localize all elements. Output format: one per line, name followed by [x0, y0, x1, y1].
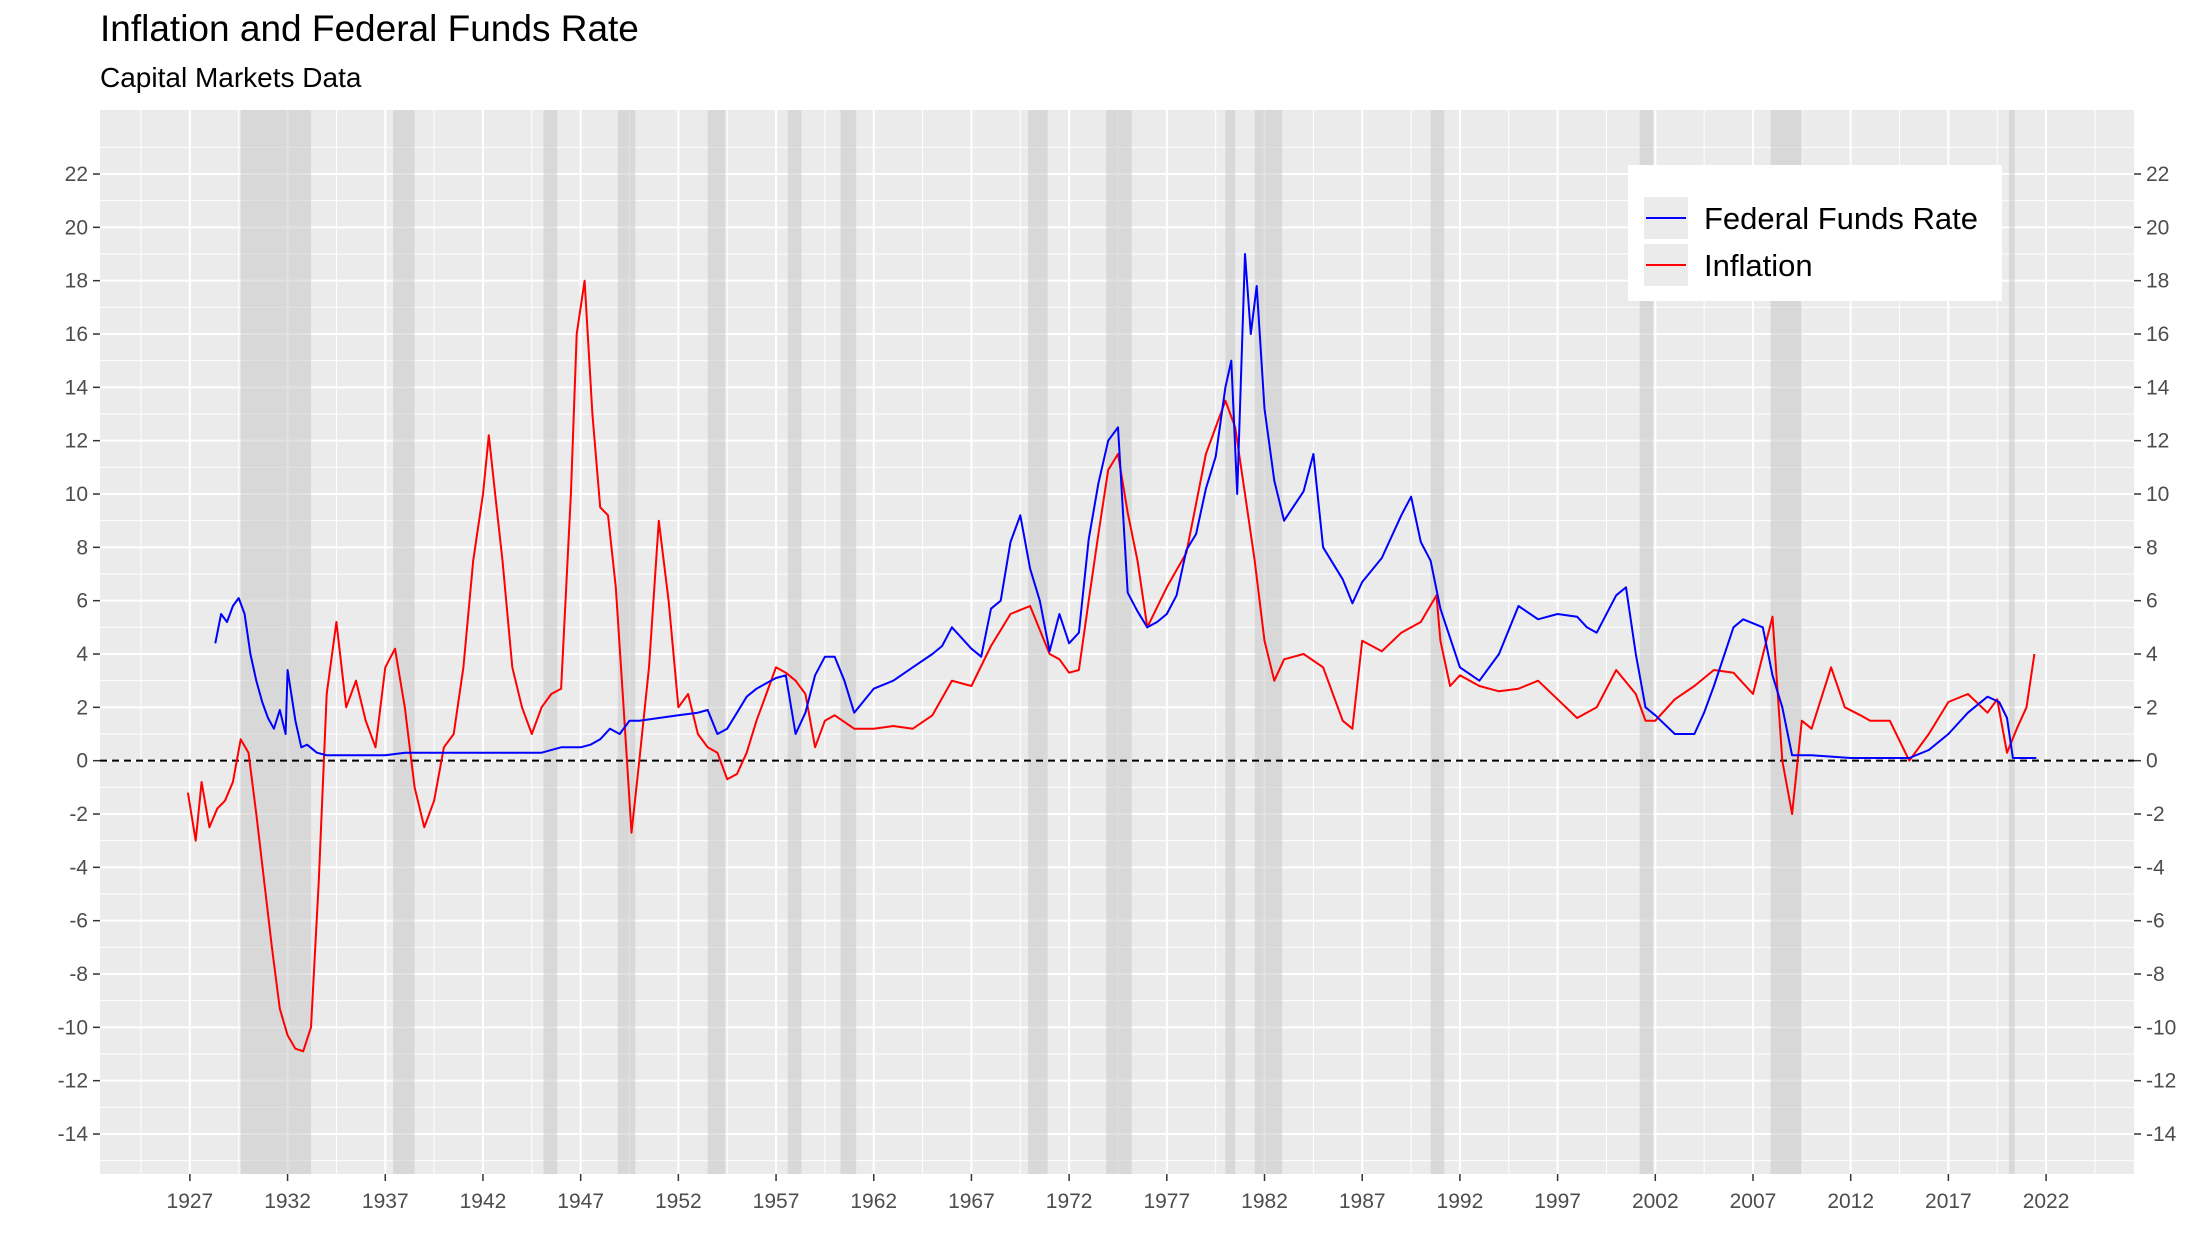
y-tick-label-left: 0	[76, 750, 88, 773]
x-tick-label: 2007	[1730, 1190, 1777, 1213]
x-tick-label: 1932	[264, 1190, 311, 1213]
y-tick-label-left: 18	[65, 270, 88, 293]
x-tick-label: 1927	[167, 1190, 214, 1213]
y-tick-label-right: 18	[2146, 270, 2169, 293]
x-tick-label: 1967	[948, 1190, 995, 1213]
y-tick-label-right: 12	[2146, 430, 2169, 453]
chart-subtitle: Capital Markets Data	[100, 62, 362, 93]
x-tick-label: 1942	[460, 1190, 507, 1213]
y-tick-label-right: 22	[2146, 163, 2169, 186]
y-tick-label-left: -2	[69, 803, 88, 826]
y-tick-label-right: -10	[2146, 1016, 2176, 1039]
y-tick-label-right: -8	[2146, 963, 2165, 986]
y-tick-label-left: 20	[65, 216, 88, 239]
y-tick-label-left: 12	[65, 430, 88, 453]
x-tick-label: 1982	[1241, 1190, 1288, 1213]
y-tick-label-left: -4	[69, 856, 88, 879]
recession-bands	[240, 110, 2015, 1174]
y-tick-label-right: -12	[2146, 1070, 2176, 1093]
x-tick-label: 1987	[1339, 1190, 1386, 1213]
recession-band	[1254, 110, 1283, 1174]
legend-label-federal-funds-rate: Federal Funds Rate	[1704, 201, 1978, 236]
y-tick-label-right: 6	[2146, 590, 2158, 613]
y-tick-label-left: 16	[65, 323, 88, 346]
x-tick-label: 1962	[850, 1190, 897, 1213]
recession-band	[1430, 110, 1445, 1174]
x-tick-label: 2012	[1827, 1190, 1874, 1213]
y-tick-label-right: 14	[2146, 376, 2170, 399]
x-tick-label: 1947	[557, 1190, 604, 1213]
recession-band	[393, 110, 415, 1174]
y-tick-label-right: -4	[2146, 856, 2165, 879]
legend-box	[1628, 165, 2002, 301]
y-tick-label-left: 4	[76, 643, 88, 666]
x-tick-label: 1977	[1143, 1190, 1190, 1213]
recession-band	[1225, 110, 1236, 1174]
y-tick-label-left: -6	[69, 910, 88, 933]
legend-label-inflation: Inflation	[1704, 248, 1813, 283]
recession-band	[543, 110, 558, 1174]
y-tick-label-left: 22	[65, 163, 88, 186]
y-tick-label-left: -14	[58, 1123, 89, 1146]
series-lines	[186, 253, 2037, 1053]
recession-band	[2008, 110, 2015, 1174]
recession-band	[240, 110, 312, 1174]
x-tick-label: 1957	[753, 1190, 800, 1213]
y-tick-label-right: -6	[2146, 910, 2165, 933]
x-tick-label: 1972	[1046, 1190, 1093, 1213]
recession-band	[1106, 110, 1132, 1174]
x-tick-label: 2002	[1632, 1190, 1679, 1213]
recession-band	[1028, 110, 1048, 1174]
y-tick-label-right: -2	[2146, 803, 2165, 826]
axes: 1927 1932 1937 1942 1947 1952 1957 1962 1967 1972…	[58, 163, 2177, 1213]
y-tick-label-right: 4	[2146, 643, 2158, 666]
x-tick-label: 1992	[1437, 1190, 1484, 1213]
y-tick-label-left: -10	[58, 1016, 88, 1039]
recession-band	[1639, 110, 1654, 1174]
x-tick-label: 2017	[1925, 1190, 1972, 1213]
recession-band	[787, 110, 802, 1174]
y-tick-label-right: 8	[2146, 536, 2158, 559]
y-tick-label-left: 10	[65, 483, 88, 506]
inflation-line	[186, 279, 2036, 1053]
x-tick-label: 2022	[2023, 1190, 2070, 1213]
y-tick-label-left: -12	[58, 1070, 88, 1093]
x-tick-label: 1997	[1534, 1190, 1581, 1213]
y-tick-label-left: 6	[76, 590, 88, 613]
y-tick-label-left: -8	[69, 963, 88, 986]
y-tick-label-right: 10	[2146, 483, 2169, 506]
recession-band	[617, 110, 636, 1174]
chart-title: Inflation and Federal Funds Rate	[100, 8, 639, 49]
y-tick-label-left: 8	[76, 536, 88, 559]
legend: Federal Funds Rate Inflation	[1628, 165, 2002, 301]
y-tick-label-right: 20	[2146, 216, 2169, 239]
recession-band	[707, 110, 726, 1174]
recession-band	[840, 110, 857, 1174]
y-tick-label-left: 14	[65, 376, 89, 399]
y-tick-label-left: 2	[76, 696, 88, 719]
x-tick-label: 1937	[362, 1190, 409, 1213]
y-tick-label-right: -14	[2146, 1123, 2177, 1146]
x-tick-label: 1952	[655, 1190, 702, 1213]
y-tick-label-right: 2	[2146, 696, 2158, 719]
y-tick-label-right: 0	[2146, 750, 2158, 773]
federal-funds-rate-line	[214, 253, 2037, 759]
y-tick-label-right: 16	[2146, 323, 2169, 346]
